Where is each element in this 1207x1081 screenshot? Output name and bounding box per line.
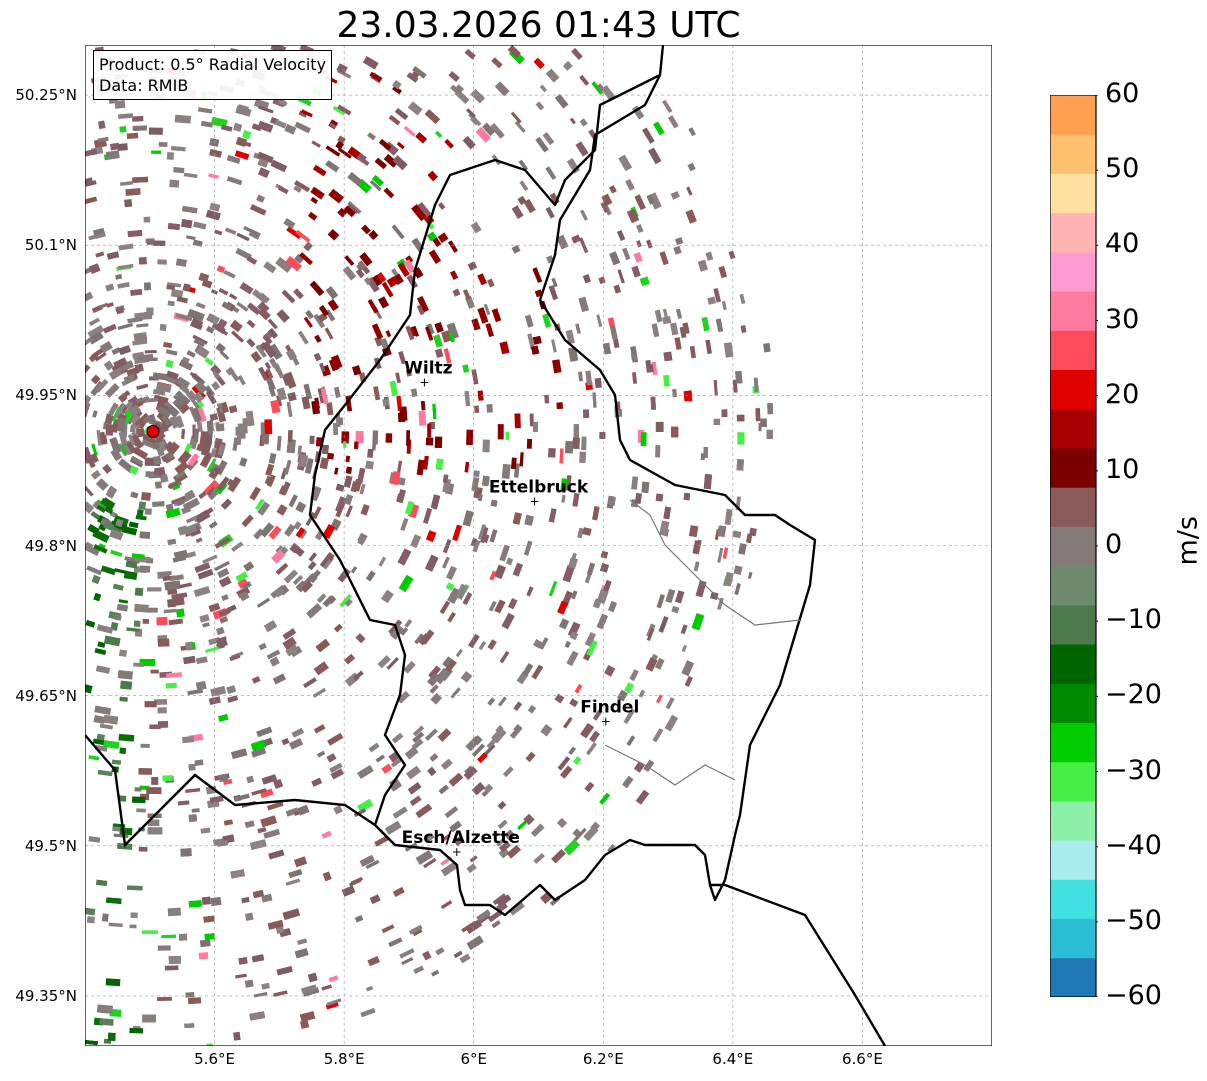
city-findel: +Findel — [580, 698, 639, 729]
colorbar-segment — [1050, 408, 1096, 449]
colorbar-segment — [1050, 565, 1096, 606]
colorbar-segment — [1050, 330, 1096, 371]
x-tick-label: 6.4°E — [712, 1050, 754, 1068]
city-esch-alzette: +Esch/Alzette — [402, 828, 520, 859]
colorbar-tick-label: −30 — [1105, 754, 1162, 786]
data-source-label: Data: RMIB — [99, 76, 189, 95]
svg-text:Findel: Findel — [580, 698, 639, 718]
colorbar-segment — [1050, 683, 1096, 723]
colorbar-segment — [1050, 840, 1096, 880]
y-tick-label: 50.25°N — [15, 86, 77, 105]
colorbar-tick-label: 50 — [1105, 153, 1140, 185]
colorbar-tick-label: −40 — [1105, 829, 1162, 861]
colorbar-segment — [1050, 134, 1096, 174]
y-tick-label: 49.95°N — [15, 386, 77, 405]
radar-echoes — [85, 45, 774, 1046]
colorbar-tick-label: −50 — [1105, 904, 1162, 936]
product-info-box: Product: 0.5° Radial Velocity Data: RMIB — [93, 50, 333, 100]
radar-map[interactable]: +Wiltz+Ettelbruck+Findel+Esch/Alzette — [85, 45, 992, 1046]
city-markers: +Wiltz+Ettelbruck+Findel+Esch/Alzette — [402, 358, 640, 858]
colorbar-tick-label: −10 — [1105, 604, 1162, 636]
map-title: 23.03.2026 01:43 UTC — [336, 5, 741, 46]
colorbar-tick-label: 20 — [1105, 378, 1140, 410]
colorbar — [1050, 95, 1098, 997]
colorbar-segment — [1050, 644, 1096, 684]
colorbar-segment — [1050, 918, 1096, 959]
x-tick-label: 5.8°E — [323, 1050, 365, 1068]
x-tick-label: 5.6°E — [194, 1050, 235, 1068]
colorbar-segment — [1050, 800, 1096, 841]
city-ettelbruck: +Ettelbruck — [489, 477, 589, 508]
colorbar-segment — [1050, 487, 1096, 527]
city-wiltz: +Wiltz — [404, 358, 453, 389]
colorbar-segment — [1050, 604, 1096, 645]
y-tick-label: 49.65°N — [15, 686, 77, 705]
colorbar-segment — [1050, 526, 1096, 567]
colorbar-segment — [1050, 212, 1096, 253]
svg-text:+: + — [601, 715, 611, 729]
product-label: Product: 0.5° Radial Velocity — [99, 55, 327, 74]
colorbar-tick-label: 40 — [1105, 228, 1140, 260]
colorbar-tick-label: −20 — [1105, 679, 1162, 711]
svg-text:+: + — [419, 375, 429, 389]
svg-text:Wiltz: Wiltz — [404, 358, 453, 378]
country-borders — [85, 45, 887, 1046]
x-tick-label: 6.6°E — [842, 1050, 883, 1068]
y-tick-label: 50.1°N — [24, 236, 77, 255]
colorbar-segment — [1050, 957, 1096, 997]
colorbar-segment — [1050, 879, 1096, 920]
colorbar-tick-label: 10 — [1105, 453, 1140, 485]
y-tick-label: 49.35°N — [15, 986, 77, 1005]
svg-text:+: + — [529, 494, 539, 508]
svg-text:Esch/Alzette: Esch/Alzette — [402, 828, 520, 848]
colorbar-segment — [1050, 722, 1096, 763]
colorbar-tick-label: 30 — [1105, 303, 1140, 335]
colorbar-segment — [1050, 447, 1096, 488]
colorbar-tick-label: 0 — [1105, 529, 1123, 560]
colorbar-segment — [1050, 95, 1096, 135]
colorbar-segment — [1050, 291, 1096, 331]
radar-site-marker — [146, 424, 160, 438]
colorbar-segment — [1050, 369, 1096, 410]
svg-text:Ettelbruck: Ettelbruck — [489, 477, 589, 497]
y-tick-label: 49.8°N — [24, 536, 77, 555]
colorbar-segment — [1050, 173, 1096, 214]
y-tick-label: 49.5°N — [24, 836, 77, 855]
x-tick-label: 6.2°E — [582, 1050, 624, 1068]
svg-text:+: + — [452, 845, 462, 859]
colorbar-label: m/s — [1172, 516, 1204, 566]
colorbar-tick-label: 60 — [1105, 78, 1140, 109]
colorbar-segment — [1050, 761, 1096, 802]
x-tick-label: 6°E — [460, 1050, 487, 1068]
colorbar-tick-label: −60 — [1105, 980, 1162, 1011]
colorbar-segment — [1050, 251, 1096, 292]
